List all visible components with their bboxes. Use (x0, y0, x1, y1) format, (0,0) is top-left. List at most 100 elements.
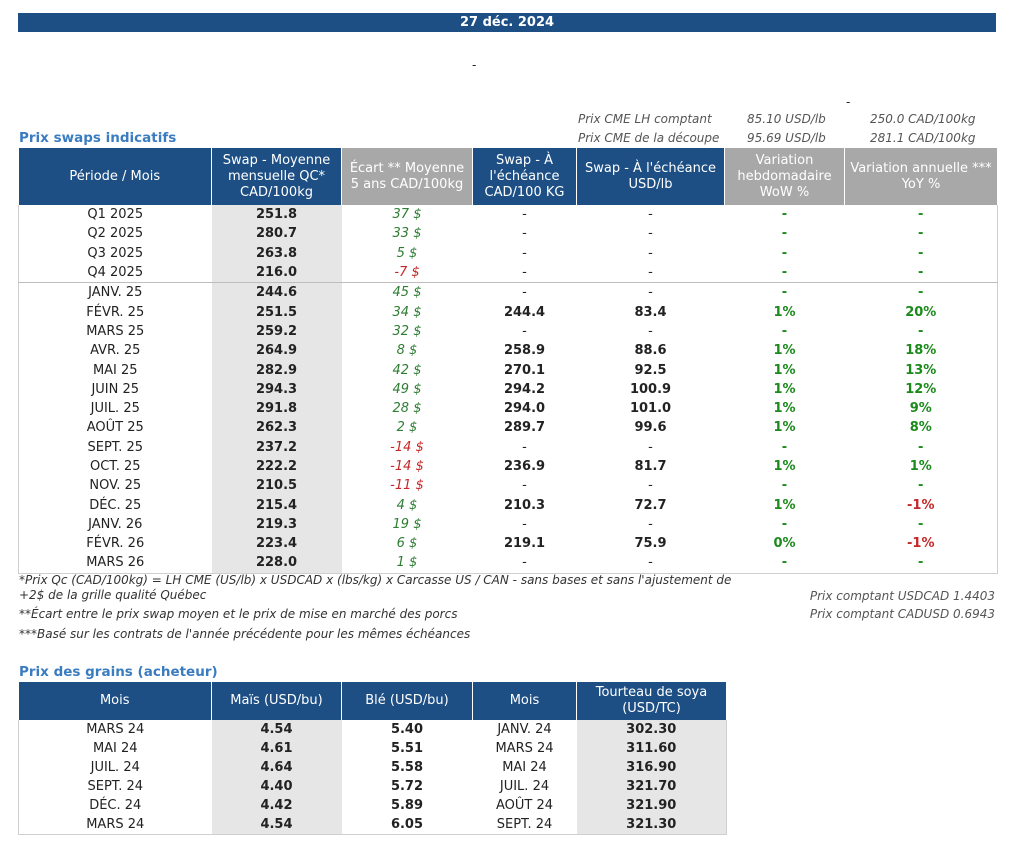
cell-wow: - (781, 555, 788, 571)
cell-period: FÉVR. 25 (86, 304, 145, 320)
cell-wow: - (781, 265, 788, 281)
cell-spread: 34 $ (392, 304, 422, 320)
cell-swap-usd: 88.6 (634, 343, 667, 359)
cell-corn: 4.61 (211, 739, 342, 758)
cell-spread: 32 $ (392, 323, 422, 339)
cell-swap-monthly: 251.5 (211, 302, 342, 322)
cell-swap-usd: 99.6 (634, 420, 667, 436)
date-banner: 27 déc. 2024 (18, 13, 996, 32)
cell-wow: - (724, 282, 845, 303)
cell-period: Q2 2025 (87, 226, 144, 242)
cell-yoy: - (918, 439, 924, 455)
cell-swap-cad: - (522, 323, 527, 339)
col-header-wheat: Blé (USD/bu) (341, 682, 473, 720)
cell-yoy: -1% (907, 497, 935, 513)
col-header-swap-cad: Swap - À l'échéance CAD/100 KG (472, 148, 577, 205)
cell-spread: 8 $ (396, 343, 418, 359)
cell-spread: 1 $ (396, 555, 418, 571)
cell-swap-monthly: 222.2 (211, 456, 342, 477)
col-header-soymeal: Tourteau de soya (USD/TC) (576, 682, 727, 720)
cell-swap-usd: - (648, 516, 653, 532)
cell-soy-month: MAI 24 (502, 760, 547, 775)
cell-period: OCT. 25 (89, 459, 141, 474)
cme-cutout-usd: 95.69 USD/lb (747, 131, 826, 145)
cell-yoy: 13% (905, 362, 937, 378)
table-row: Q4 2025 216.0 -7 $ - - - - (19, 262, 998, 283)
cell-wow: - (781, 207, 788, 223)
cell-swap-monthly: 291.8 (211, 398, 342, 419)
cell-month: DÉC. 24 (89, 798, 142, 813)
cell-swap-usd: 100.9 (629, 381, 672, 397)
cell-spread: 45 $ (341, 282, 473, 303)
cell-soymeal: 321.90 (576, 796, 727, 815)
cell-spread: 5 $ (396, 245, 418, 261)
cell-swap-usd: 72.7 (634, 497, 667, 513)
cell-wheat: 5.89 (390, 798, 424, 813)
cell-swap-cad: - (522, 245, 527, 261)
cell-wheat: 5.58 (390, 760, 424, 775)
cell-period: JANV. 26 (88, 516, 143, 532)
swaps-table: Période / Mois Swap - Moyenne mensuelle … (18, 148, 998, 574)
cell-wow: 0% (773, 536, 796, 552)
cell-wow: - (781, 323, 788, 339)
cell-swap-usd: - (648, 323, 653, 339)
cell-wow: 1% (773, 401, 796, 417)
table-row: NOV. 25 210.5 -11 $ - - - - (19, 476, 998, 496)
cell-yoy: - (918, 245, 924, 261)
cell-spread: 4 $ (396, 497, 418, 513)
cell-swap-usd: - (648, 265, 653, 281)
cell-soymeal: 321.70 (576, 777, 727, 796)
cell-spread: -11 $ (390, 478, 424, 494)
cell-period: JUIL. 25 (90, 401, 140, 417)
cell-yoy: - (918, 516, 924, 532)
cell-yoy: - (844, 282, 998, 303)
cell-wow: - (781, 226, 788, 242)
table-row: SEPT. 25 237.2 -14 $ - - - - (19, 437, 998, 457)
cell-wow: 1% (773, 497, 796, 513)
cell-swap-monthly: 294.3 (211, 379, 342, 399)
cell-period: JANV. 25 (18, 282, 212, 303)
cell-swap-monthly: 216.0 (211, 262, 342, 283)
footnote-spread: **Écart entre le prix swap moyen et le p… (19, 607, 458, 621)
cell-wow: 1% (773, 459, 796, 474)
cell-swap-cad: - (522, 207, 527, 223)
cell-month: MAI 24 (92, 741, 138, 756)
cell-yoy: - (918, 555, 924, 571)
cell-period: AOÛT 25 (86, 420, 144, 436)
cell-wow: 1% (773, 362, 796, 378)
fx-cadusd: Prix comptant CADUSD 0.6943 (809, 607, 995, 621)
cell-yoy: - (918, 265, 924, 281)
cell-spread: 19 $ (392, 516, 422, 532)
table-row: MARS 24 4.54 5.40 JANV. 24 302.30 (19, 720, 727, 739)
table-row: JUIL. 25 291.8 28 $ 294.0 101.0 1% 9% (19, 398, 998, 419)
cell-swap-cad: - (522, 439, 527, 455)
swaps-table-body: Q1 2025 251.8 37 $ - - - - Q2 2025 280.7 33 $ - - - -… (18, 205, 998, 574)
cell-swap-monthly: 219.3 (211, 514, 342, 535)
cell-swap-monthly: 280.7 (211, 224, 342, 244)
cell-wow: - (781, 516, 788, 532)
cell-swap-monthly: 228.0 (211, 553, 342, 574)
footnote-yoy: ***Basé sur les contrats de l'année préc… (19, 627, 471, 641)
table-row: JUIL. 24 4.64 5.58 MAI 24 316.90 (19, 758, 727, 777)
cell-corn: 4.42 (211, 796, 342, 815)
cell-month: MARS 24 (86, 722, 145, 737)
cell-swap-usd: 101.0 (629, 401, 672, 417)
cme-lh-usd: 85.10 USD/lb (747, 112, 826, 126)
cell-swap-usd: - (648, 226, 653, 242)
cell-corn: 4.54 (211, 720, 342, 739)
cell-swap-monthly: 259.2 (211, 321, 342, 342)
cell-swap-cad: 289.7 (503, 420, 546, 436)
grains-table: Mois Maïs (USD/bu) Blé (USD/bu) Mois Tou… (18, 682, 727, 835)
cell-spread: 37 $ (392, 207, 422, 223)
cell-spread: -7 $ (394, 265, 420, 281)
cell-yoy: 9% (909, 401, 932, 417)
cell-spread: 42 $ (392, 362, 422, 378)
cell-swap-monthly: 244.6 (211, 282, 342, 303)
col-header-spread: Écart ** Moyenne 5 ans CAD/100kg (341, 148, 473, 205)
table-row: MAI 24 4.61 5.51 MARS 24 311.60 (19, 739, 727, 758)
cell-period: Q1 2025 (87, 207, 144, 223)
cell-period: SEPT. 25 (87, 439, 143, 455)
cell-soymeal: 316.90 (576, 758, 727, 777)
cell-yoy: - (918, 226, 924, 242)
cell-yoy: - (918, 323, 924, 339)
